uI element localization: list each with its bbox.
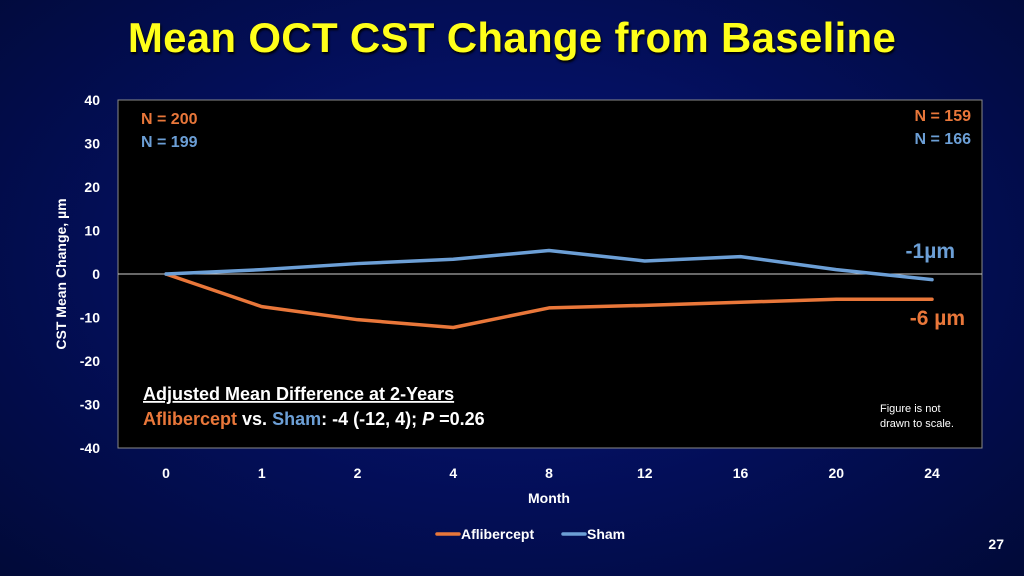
series-layer (164, 248, 934, 330)
x-tick-label: 20 (828, 465, 844, 481)
difference-p: P (422, 409, 435, 429)
x-tick-label: 1 (258, 465, 266, 481)
difference-line: Aflibercept vs. Sham: -4 (-12, 4); P =0.… (143, 409, 485, 429)
y-tick-label: -40 (80, 440, 100, 456)
x-tick-label: 2 (354, 465, 362, 481)
page-number: 27 (988, 536, 1004, 552)
slide-title: Mean OCT CST Change from Baseline (127, 14, 897, 61)
legend-label-aflibercept: Aflibercept (461, 526, 534, 542)
difference-sham: Sham (272, 409, 321, 429)
x-axis-ticks: 0 1 2 4 8 12 16 20 24 (162, 465, 940, 481)
n-start-sham: N = 199 (141, 134, 198, 151)
y-tick-label: 0 (92, 266, 100, 282)
x-tick-label: 4 (449, 465, 457, 481)
difference-vs: vs. (237, 409, 272, 429)
x-tick-label: 16 (733, 465, 749, 481)
y-tick-label: 30 (84, 136, 100, 152)
y-tick-label: -10 (80, 310, 100, 326)
difference-p-value: =0.26 (434, 409, 485, 429)
legend-label-sham: Sham (587, 526, 625, 542)
difference-value: : -4 (-12, 4); (321, 409, 422, 429)
n-start-aflibercept: N = 200 (141, 111, 198, 128)
end-label-aflibercept: -6 µm (910, 307, 965, 330)
x-axis-title: Month (528, 490, 570, 506)
y-axis-ticks: 40 30 20 10 0 -10 -20 -30 -40 (80, 92, 100, 456)
y-axis-title: CST Mean Change, µm (53, 198, 69, 349)
x-tick-label: 24 (924, 465, 940, 481)
x-tick-label: 8 (545, 465, 553, 481)
end-label-sham: -1µm (906, 240, 955, 263)
legend: Aflibercept Sham (435, 526, 625, 542)
y-tick-label: 40 (84, 92, 100, 108)
y-tick-label: 20 (84, 179, 100, 195)
n-end-sham: N = 166 (915, 131, 972, 148)
scale-note-line2: drawn to scale. (880, 418, 954, 430)
scale-note-line1: Figure is not (880, 403, 941, 415)
difference-heading: Adjusted Mean Difference at 2-Years (143, 384, 454, 404)
n-end-aflibercept: N = 159 (915, 108, 972, 125)
x-tick-label: 12 (637, 465, 653, 481)
difference-aflibercept: Aflibercept (143, 409, 237, 429)
y-tick-label: -20 (80, 353, 100, 369)
x-tick-label: 0 (162, 465, 170, 481)
y-tick-label: -30 (80, 397, 100, 413)
y-tick-label: 10 (84, 223, 100, 239)
